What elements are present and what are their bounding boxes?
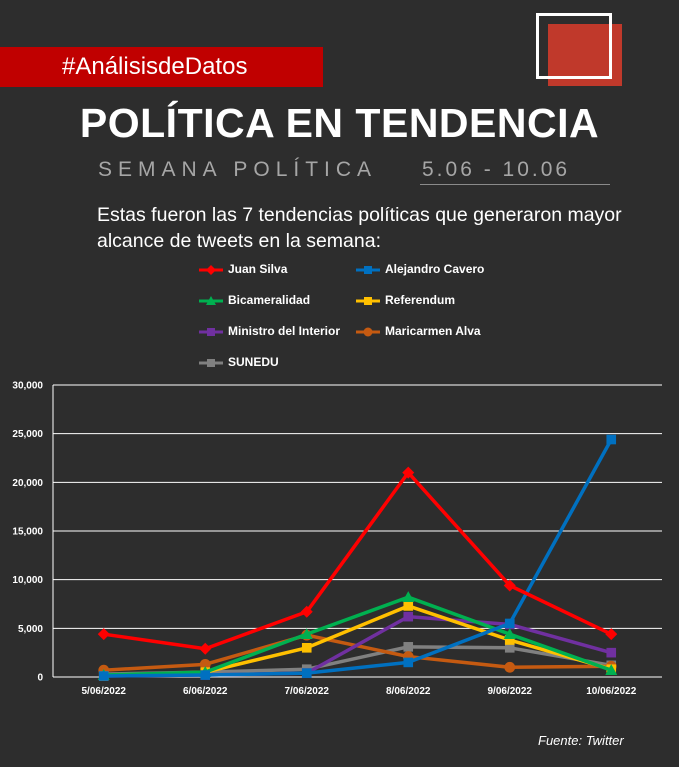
data-point (301, 668, 312, 678)
y-tick-label: 15,000 (12, 527, 43, 538)
data-point (606, 434, 617, 445)
y-tick-label: 30,000 (12, 381, 43, 392)
legend-swatch-icon (356, 266, 380, 274)
source-note: Fuente: Twitter (538, 733, 624, 748)
legend-swatch-icon (356, 327, 380, 337)
legend-swatch-icon (356, 297, 380, 305)
series-line (103, 595, 612, 677)
data-point (605, 664, 618, 675)
data-point (300, 605, 313, 618)
legend-marker (206, 265, 216, 275)
data-point (606, 647, 617, 658)
legend-swatch-icon (199, 328, 223, 336)
y-tick-label: 0 (37, 673, 43, 684)
x-tick-label: 10/06/2022 (586, 686, 636, 697)
legend-swatch-icon (199, 265, 223, 275)
data-point (403, 657, 414, 668)
legend-marker (207, 359, 215, 367)
legend-swatch-icon (199, 296, 223, 305)
data-point (301, 643, 312, 653)
legend-marker (364, 266, 372, 274)
series-juan-silva (97, 466, 618, 655)
series-line (103, 438, 613, 678)
data-point (605, 628, 618, 641)
legend-marker (206, 296, 216, 305)
data-point (199, 642, 212, 655)
data-point (403, 601, 414, 611)
y-tick-label: 25,000 (12, 429, 43, 440)
subtitle-week: SEMANA POLÍTICA (98, 158, 378, 181)
data-point (402, 591, 415, 602)
legend-label: Alejandro Cavero (385, 262, 485, 276)
description-text: Estas fueron las 7 tendencias políticas … (97, 204, 622, 252)
data-point (98, 671, 109, 681)
data-point (403, 611, 414, 622)
y-tick-label: 10,000 (12, 575, 43, 586)
hashtag-banner: #AnálisisdeDatos (0, 47, 323, 87)
data-point (504, 643, 515, 653)
y-tick-label: 20,000 (12, 478, 43, 489)
page-title: POLÍTICA EN TENDENCIA (79, 100, 600, 146)
data-point (402, 466, 415, 479)
x-tick-label: 5/06/2022 (82, 686, 127, 697)
data-point (503, 579, 516, 592)
x-tick-label: 8/06/2022 (386, 686, 431, 697)
legend-label: Juan Silva (228, 262, 288, 276)
data-point (504, 661, 516, 673)
data-point (403, 642, 414, 652)
legend-swatch-icon (199, 359, 223, 367)
legend-label: Bicameralidad (228, 293, 311, 307)
hashtag-label: #AnálisisdeDatos (62, 53, 248, 80)
legend-marker (364, 297, 372, 305)
legend-marker (207, 328, 215, 336)
legend-label: Referendum (385, 293, 456, 307)
subtitle-dates: 5.06 - 10.06 (422, 158, 571, 181)
subtitle-underline (420, 184, 610, 185)
data-point (503, 628, 516, 639)
series-line (103, 470, 613, 651)
legend-marker (363, 327, 373, 337)
legend-label: Maricarmen Alva (385, 324, 481, 338)
data-point (97, 628, 110, 641)
x-tick-label: 7/06/2022 (285, 686, 330, 697)
y-tick-label: 5,000 (18, 624, 43, 635)
data-point (300, 628, 313, 639)
logo-frame-icon (536, 13, 612, 79)
legend-label: Ministro del Interior (228, 324, 341, 338)
legend-label: SUNEDU (228, 355, 279, 369)
line-chart: 0 5,000 10,000 15,000 20,000 25,000 30,000 5/06… (12, 381, 662, 697)
data-point (200, 670, 211, 680)
x-tick-label: 9/06/2022 (488, 686, 533, 697)
x-tick-label: 6/06/2022 (183, 686, 228, 697)
data-point (199, 658, 211, 670)
data-point (504, 635, 515, 645)
data-point (504, 618, 515, 629)
series-line (103, 645, 612, 676)
